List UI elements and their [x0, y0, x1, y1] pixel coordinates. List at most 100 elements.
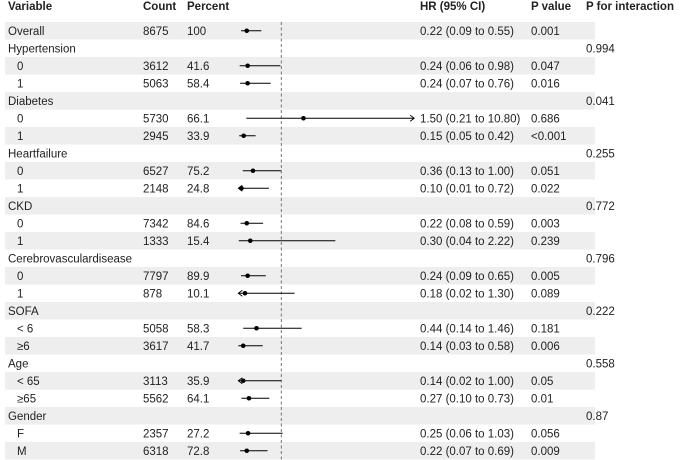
- group-label: Diabetes: [8, 96, 54, 108]
- p-value-cell: 0.047: [531, 61, 560, 73]
- row-label: 0: [17, 61, 23, 73]
- header-pint: P for interaction: [586, 1, 674, 13]
- table-row: < 6 5058 58.3 0.44 (0.14 to 1.46) 0.181: [17, 323, 560, 335]
- row-label: < 6: [17, 323, 33, 335]
- table-row: 1 2945 33.9 0.15 (0.05 to 0.42) <0.001: [17, 131, 567, 143]
- count-cell: 2945: [143, 131, 169, 143]
- header-variable: Variable: [8, 1, 52, 13]
- p-interaction: 0.222: [586, 306, 615, 318]
- hr-point: [240, 343, 246, 349]
- count-cell: 1333: [143, 236, 169, 248]
- p-value-cell: <0.001: [531, 131, 567, 143]
- hr-ci-cell: 0.18 (0.02 to 1.30): [420, 288, 514, 300]
- p-value-cell: 0.089: [531, 288, 560, 300]
- hr-point: [242, 290, 248, 296]
- table-row: 1 878 10.1 0.18 (0.02 to 1.30) 0.089: [17, 288, 560, 300]
- hr-point: [241, 133, 246, 139]
- percent-cell: 72.8: [187, 446, 209, 458]
- ci-arrow-left: [237, 289, 243, 297]
- table-row: 0 7797 89.9 0.24 (0.09 to 0.65) 0.005: [17, 271, 560, 283]
- percent-cell: 35.9: [187, 376, 209, 388]
- header-pvalue: P value: [531, 1, 571, 13]
- group-label: Cerebrovasculardisease: [8, 253, 132, 265]
- table-row: 1 5063 58.4 0.24 (0.07 to 0.76) 0.016: [17, 78, 560, 90]
- count-cell: 2148: [143, 183, 169, 195]
- p-interaction: 0.994: [586, 43, 615, 55]
- p-interaction: 0.772: [586, 201, 615, 213]
- group-label: Age: [8, 358, 28, 370]
- hr-ci-cell: 0.22 (0.07 to 0.69): [420, 446, 514, 458]
- table-row: F 2357 27.2 0.25 (0.06 to 1.03) 0.056: [17, 428, 560, 440]
- row-label: 0: [17, 271, 23, 283]
- row-label: 1: [17, 78, 23, 90]
- column-headers: Variable Count Percent HR (95% CI) P val…: [8, 1, 674, 13]
- hr-ci-cell: 0.44 (0.14 to 1.46): [420, 323, 514, 335]
- row-band: [5, 372, 595, 390]
- table-row: 1 2148 24.8 0.10 (0.01 to 0.72) 0.022: [17, 183, 560, 195]
- group-label: Gender: [8, 411, 47, 423]
- hr-point: [250, 168, 256, 174]
- group-label: CKD: [8, 201, 32, 213]
- row-band: [5, 267, 595, 285]
- row-label: < 65: [17, 376, 40, 388]
- hr-ci-cell: 0.27 (0.10 to 0.73): [420, 393, 514, 405]
- p-interaction: 0.796: [586, 253, 615, 265]
- p-value-cell: 0.05: [531, 376, 553, 388]
- hr-ci-cell: 0.14 (0.02 to 1.00): [420, 376, 514, 388]
- ci-arrow-left: [237, 377, 243, 385]
- p-value-cell: 0.016: [531, 78, 560, 90]
- percent-cell: 24.8: [187, 183, 209, 195]
- ci-arrow-right: [409, 114, 415, 122]
- count-cell: 3612: [143, 61, 169, 73]
- p-interaction: 0.255: [586, 148, 615, 160]
- percent-cell: 58.4: [187, 78, 210, 90]
- percent-cell: 10.1: [187, 288, 209, 300]
- p-value-cell: 0.686: [531, 113, 560, 125]
- p-interaction: 0.558: [586, 358, 615, 370]
- hr-ci-cell: 0.24 (0.09 to 0.65): [420, 271, 514, 283]
- count-cell: 7342: [143, 218, 169, 230]
- table-rows: Overall 8675 100 0.22 (0.09 to 0.55) 0.001Hy…: [8, 26, 615, 458]
- p-value-cell: 0.003: [531, 218, 560, 230]
- percent-cell: 15.4: [187, 236, 210, 248]
- group-label: Hypertension: [8, 43, 76, 55]
- p-value-cell: 0.022: [531, 183, 560, 195]
- row-label: 1: [17, 131, 23, 143]
- table-row: 0 3612 41.6 0.24 (0.06 to 0.98) 0.047: [17, 61, 560, 73]
- p-value-cell: 0.01: [531, 393, 553, 405]
- count-cell: 8675: [143, 26, 169, 38]
- hr-ci-cell: 0.10 (0.01 to 0.72): [420, 183, 514, 195]
- p-value-cell: 0.006: [531, 341, 560, 353]
- p-value-cell: 0.239: [531, 236, 560, 248]
- percent-cell: 58.3: [187, 323, 209, 335]
- hr-point: [244, 28, 250, 34]
- hr-point: [245, 273, 250, 279]
- hr-point: [245, 80, 250, 86]
- header-hr: HR (95% CI): [420, 1, 485, 13]
- percent-cell: 41.7: [187, 341, 209, 353]
- hr-point: [245, 430, 251, 436]
- hr-ci-cell: 0.15 (0.05 to 0.42): [420, 131, 514, 143]
- group-label: SOFA: [8, 306, 39, 318]
- row-label: 0: [17, 218, 23, 230]
- row-band: [5, 162, 595, 180]
- group-row: SOFA 0.222: [8, 306, 615, 318]
- row-label: 1: [17, 288, 23, 300]
- row-label: 0: [17, 166, 23, 178]
- table-row: 0 7342 84.6 0.22 (0.08 to 0.59) 0.003: [17, 218, 560, 230]
- hr-ci-cell: 0.25 (0.06 to 1.03): [420, 428, 514, 440]
- hr-ci-cell: 0.24 (0.07 to 0.76): [420, 78, 514, 90]
- p-value-cell: 0.009: [531, 446, 560, 458]
- row-band: [5, 337, 595, 355]
- row-label: ≥65: [17, 393, 36, 405]
- hr-point: [244, 448, 250, 454]
- table-row: < 65 3113 35.9 0.14 (0.02 to 1.00) 0.05: [17, 376, 553, 388]
- hr-point: [239, 185, 244, 191]
- p-interaction: 0.87: [586, 411, 608, 423]
- row-band: [5, 127, 595, 145]
- hr-ci-cell: 1.50 (0.21 to 10.80): [420, 113, 521, 125]
- group-row: Diabetes 0.041: [8, 96, 615, 108]
- percent-cell: 33.9: [187, 131, 209, 143]
- p-value-cell: 0.005: [531, 271, 560, 283]
- group-row: Age 0.558: [8, 358, 615, 370]
